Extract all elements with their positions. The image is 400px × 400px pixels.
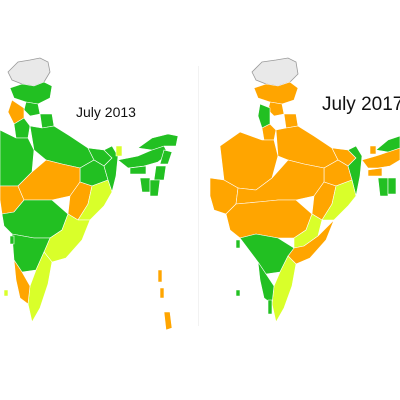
islands-andaman [267, 299, 273, 315]
region-pok [251, 57, 299, 87]
state-sikkim [369, 145, 377, 155]
state-uttarakhand [39, 113, 55, 129]
state-mizoram [387, 177, 397, 195]
state-uttarakhand [283, 113, 299, 129]
state-manipur [153, 165, 167, 181]
state-nagaland [159, 149, 173, 165]
india-map-2013 [0, 57, 179, 331]
state-tripura [139, 177, 151, 193]
islands-lakshadweep [3, 289, 9, 297]
india-map-2017 [200, 0, 400, 400]
state-arunachal [375, 135, 400, 153]
state-kerala [13, 259, 31, 305]
state-haryana [261, 123, 277, 141]
state-assam [361, 147, 400, 169]
state-himachal [267, 101, 285, 117]
state-goa [9, 235, 15, 245]
state-himachal [23, 101, 41, 117]
panel-divider [198, 66, 199, 326]
state-maharashtra [225, 199, 313, 239]
state-odisha [321, 179, 357, 221]
map-title-2013: July 2013 [76, 104, 136, 120]
islands-andaman [157, 269, 173, 331]
state-jammu-kashmir [9, 81, 53, 105]
state-assam [117, 145, 169, 169]
state-haryana [13, 117, 31, 139]
map-title-2017: July 2017 [322, 94, 400, 115]
state-goa [235, 239, 241, 249]
state-sikkim [115, 145, 123, 157]
state-meghalaya [367, 167, 383, 177]
state-punjab [257, 103, 271, 129]
state-tripura [377, 177, 389, 197]
islands-lakshadweep [235, 289, 241, 297]
state-uttar-pradesh [275, 125, 339, 169]
state-uttar-pradesh [29, 125, 95, 169]
state-meghalaya [129, 165, 147, 175]
state-jammu-kashmir [253, 81, 299, 105]
state-mizoram [149, 179, 161, 197]
state-arunachal [137, 133, 179, 151]
region-pok [7, 57, 51, 87]
